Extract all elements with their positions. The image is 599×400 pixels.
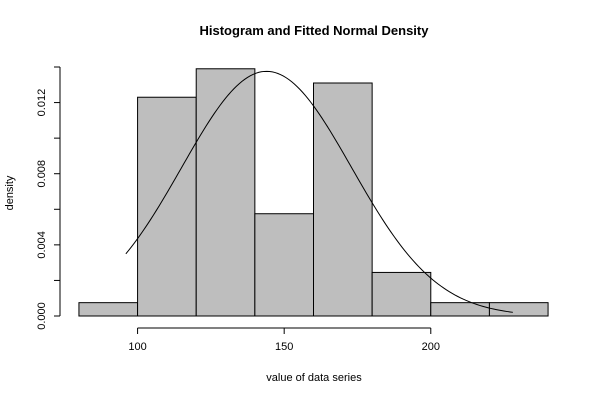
histogram-bar [371,271,432,317]
histogram-bar [430,302,490,317]
histogram-bar [78,302,139,317]
y-tick-label: 0.012 [36,89,48,117]
histogram-bar [313,82,373,317]
histogram-bar [488,302,549,317]
histogram-bar [137,96,197,317]
x-axis: 100 150 200 [128,327,440,353]
x-tick-label: 200 [422,341,440,353]
histogram-bar [254,213,315,317]
bars-layer [78,68,549,317]
x-tick-label: 150 [275,341,293,353]
y-tick-label: 0.004 [36,231,48,259]
chart-title: Histogram and Fitted Normal Density [200,23,430,38]
y-axis: 0.000 0.004 0.008 0.012 [36,66,61,330]
normal-density-curve [125,70,513,313]
y-tick-label: 0.008 [36,160,48,188]
x-tick-label: 100 [128,341,146,353]
y-tick-label: 0.000 [36,302,48,330]
x-axis-label: value of data series [266,372,362,384]
y-axis-label: density [4,175,16,210]
histogram-bar [195,68,256,317]
